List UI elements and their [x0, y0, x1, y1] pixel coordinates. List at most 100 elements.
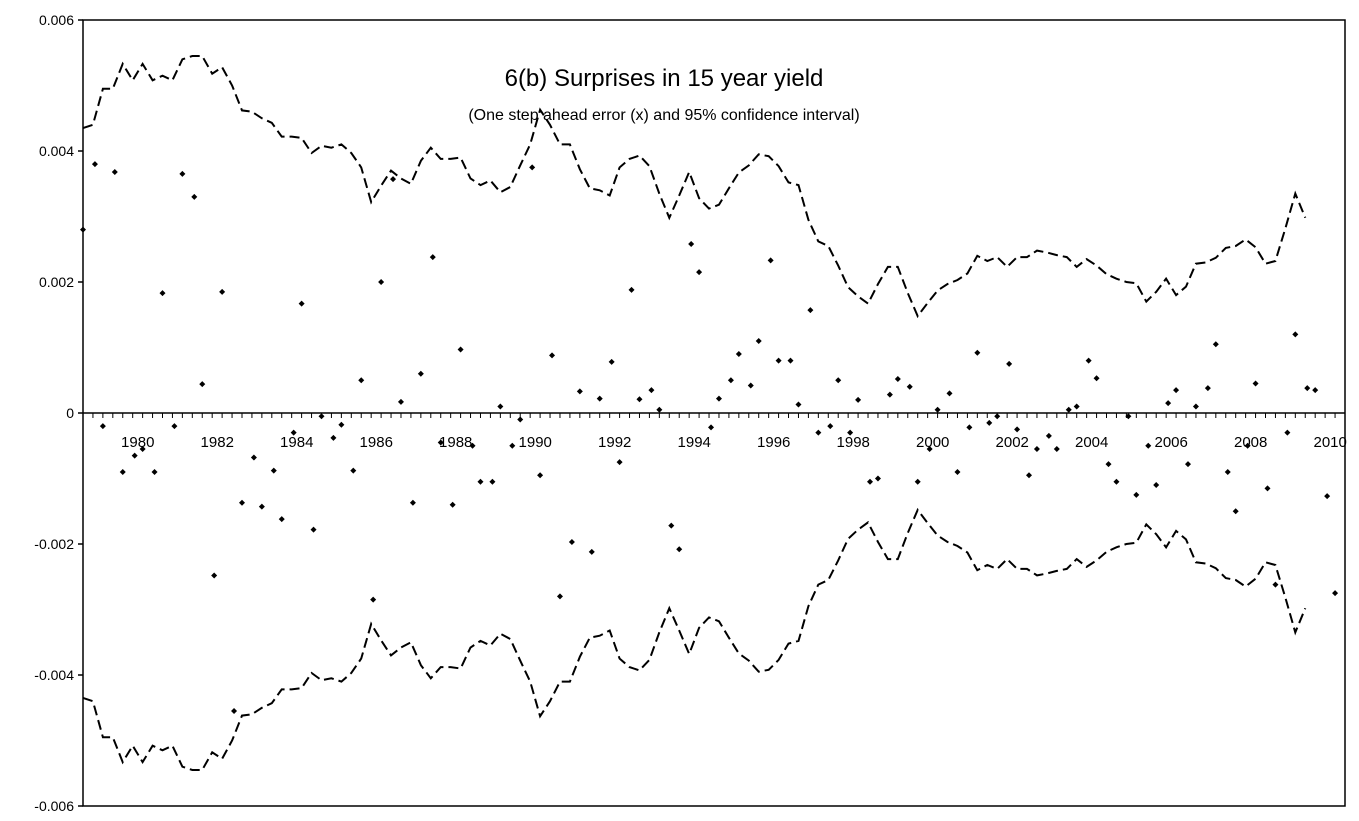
error-point	[648, 387, 655, 394]
error-point	[529, 164, 536, 171]
error-point	[477, 478, 484, 485]
x-tick-label: 2006	[1155, 434, 1188, 451]
error-point	[568, 539, 575, 546]
error-point	[1272, 581, 1279, 588]
error-point	[767, 257, 774, 264]
error-point	[179, 170, 186, 177]
error-point	[549, 352, 556, 359]
error-point	[807, 307, 814, 314]
error-point	[1244, 442, 1251, 449]
error-point	[1113, 478, 1120, 485]
upper-band-line	[82, 55, 1307, 319]
error-point	[270, 467, 277, 474]
error-point	[1105, 461, 1112, 468]
x-tick-label: 1980	[121, 434, 154, 451]
error-point	[409, 499, 416, 506]
error-point	[934, 406, 941, 413]
x-tick-label: 1996	[757, 434, 790, 451]
y-tick-label: 0	[66, 405, 74, 421]
confidence-bands	[82, 55, 1307, 771]
error-point	[390, 176, 397, 183]
error-point	[1026, 472, 1033, 479]
error-point	[211, 572, 218, 579]
error-point	[815, 429, 822, 436]
error-point	[139, 446, 146, 453]
error-point	[906, 383, 913, 390]
error-point	[914, 478, 921, 485]
x-tick-label: 1990	[519, 434, 552, 451]
error-point	[696, 269, 703, 276]
x-tick-label: 1992	[598, 434, 631, 451]
error-point	[747, 382, 754, 389]
error-points	[80, 161, 1339, 715]
x-tick-label: 2004	[1075, 434, 1108, 451]
error-point	[1192, 403, 1199, 410]
error-point	[1014, 426, 1021, 433]
error-point	[994, 413, 1001, 420]
error-point	[1312, 387, 1319, 394]
error-point	[111, 168, 118, 175]
y-tick-label: -0.004	[34, 667, 74, 683]
error-point	[886, 391, 893, 398]
error-point	[755, 337, 762, 344]
error-point	[1125, 413, 1132, 420]
error-point	[159, 290, 166, 297]
error-point	[1145, 442, 1152, 449]
x-tick-label: 1982	[201, 434, 234, 451]
x-tick-label: 2000	[916, 434, 949, 451]
error-point	[596, 395, 603, 402]
error-point	[417, 370, 424, 377]
x-tick-label: 2002	[996, 434, 1029, 451]
error-point	[191, 193, 198, 200]
error-point	[787, 357, 794, 364]
error-point	[1133, 491, 1140, 498]
error-point	[676, 546, 683, 553]
error-point	[926, 446, 933, 453]
error-point	[775, 357, 782, 364]
error-point	[616, 459, 623, 466]
x-tick-label: 2010	[1314, 434, 1347, 451]
error-point	[119, 468, 126, 475]
x-tick-label: 1988	[439, 434, 472, 451]
error-point	[497, 403, 504, 410]
y-tick-label: 0.006	[39, 12, 74, 28]
error-point	[1153, 482, 1160, 489]
error-point	[1324, 493, 1331, 500]
error-point	[636, 396, 643, 403]
error-point	[1292, 331, 1299, 338]
chart-title: 6(b) Surprises in 15 year yield	[505, 65, 824, 92]
error-point	[1033, 446, 1040, 453]
error-point	[1184, 461, 1191, 468]
x-tick-label: 1986	[360, 434, 393, 451]
y-axis: 0.006 0.004 0.002 0 -0.002 -0.004 -0.006	[34, 12, 83, 814]
error-point	[171, 423, 178, 430]
error-point	[688, 241, 695, 248]
error-point	[1093, 375, 1100, 382]
chart-subtitle: (One step ahead error (x) and 95% confid…	[468, 107, 859, 124]
error-point	[457, 346, 464, 353]
error-point	[668, 522, 675, 529]
error-point	[735, 351, 742, 358]
error-point	[1053, 446, 1060, 453]
error-point	[894, 375, 901, 382]
error-point	[1212, 341, 1219, 348]
error-point	[278, 516, 285, 523]
error-point	[986, 419, 993, 426]
error-point	[199, 381, 206, 388]
error-point	[358, 377, 365, 384]
error-point	[397, 398, 404, 405]
error-point	[1284, 429, 1291, 436]
error-point	[827, 423, 834, 430]
error-point	[99, 423, 106, 430]
error-point	[588, 548, 595, 555]
error-point	[628, 286, 635, 293]
y-tick-label: -0.002	[34, 536, 74, 552]
error-point	[656, 406, 663, 413]
error-point	[1065, 406, 1072, 413]
error-point	[715, 395, 722, 402]
error-point	[1204, 385, 1211, 392]
error-point	[867, 478, 874, 485]
error-point	[576, 388, 583, 395]
error-point	[469, 442, 476, 449]
